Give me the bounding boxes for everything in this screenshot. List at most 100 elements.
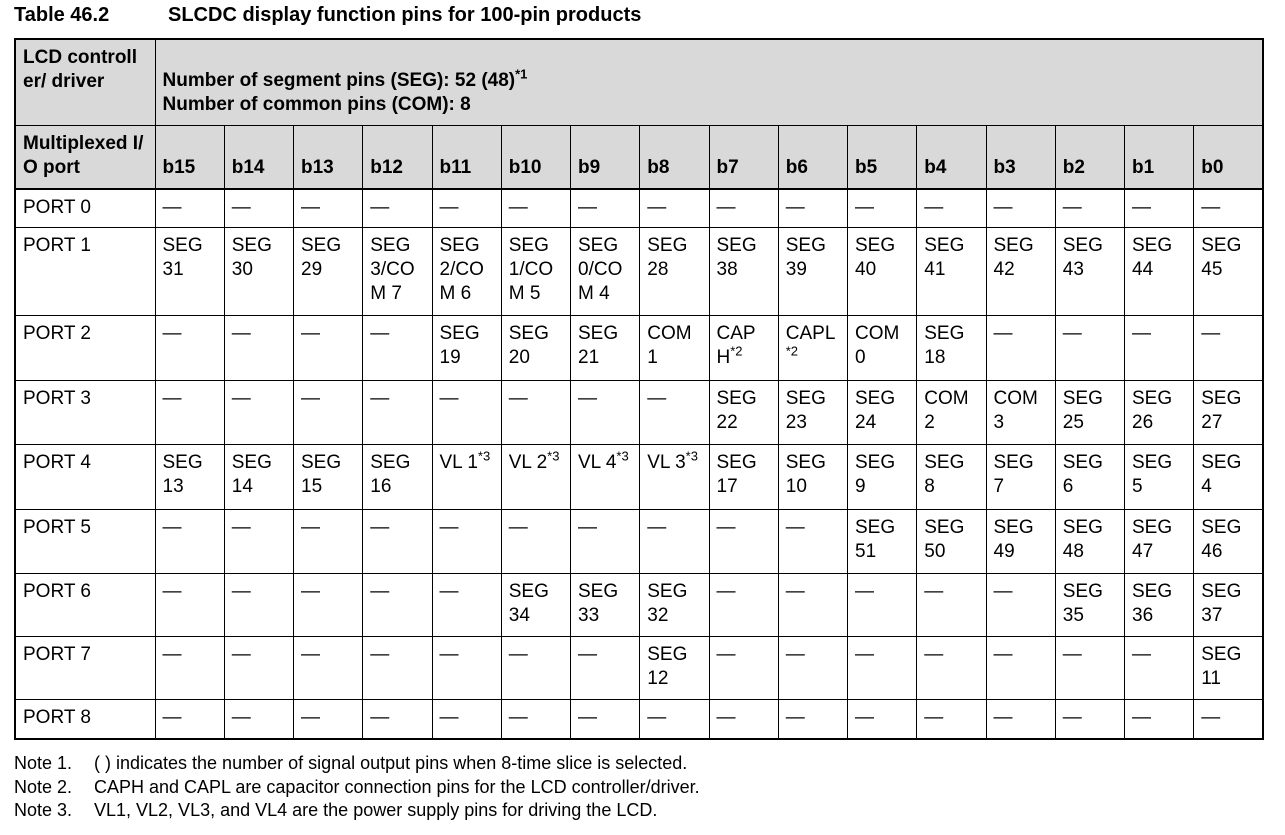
port-label: PORT 7 — [14, 635, 156, 700]
pin-cell: SEG 47 — [1123, 508, 1195, 574]
port-label: PORT 4 — [14, 443, 156, 510]
pin-cell: SEG 15 — [292, 443, 364, 510]
pin-cell: — — [985, 635, 1056, 700]
pin-cell: SEG 40 — [846, 226, 918, 316]
port-label: PORT 6 — [14, 572, 156, 637]
pin-cell: — — [1193, 314, 1264, 381]
pin-cell: VL 1*3 — [431, 443, 502, 510]
pin-cell: SEG 33 — [569, 572, 641, 637]
segment-pin-note-ref: *1 — [515, 66, 528, 82]
pin-cell: — — [500, 635, 572, 700]
bit-header-b9: b9 — [569, 124, 641, 190]
segment-pin-count: Number of segment pins (SEG): 52 (48) — [162, 69, 516, 91]
pin-cell: — — [1054, 698, 1126, 740]
pin-cell: — — [708, 572, 779, 637]
pin-cell: SEG 14 — [223, 443, 295, 510]
pin-cell: SEG 28 — [639, 226, 710, 316]
pin-cell: — — [431, 508, 502, 574]
pin-cell: SEG 10 — [777, 443, 849, 510]
bit-header-b15: b15 — [154, 124, 225, 190]
pin-function: VL 2 — [508, 451, 548, 473]
pin-cell: SEG 13 — [154, 443, 225, 510]
pin-count-summary: Number of segment pins (SEG): 52 (48)*1 … — [154, 38, 1264, 126]
pin-cell: SEG 30 — [223, 226, 295, 316]
pin-cell: SEG 17 — [708, 443, 779, 510]
note-ref: *2 — [730, 343, 743, 359]
pin-cell: — — [639, 698, 710, 740]
pin-cell: — — [362, 508, 433, 574]
note-2: Note 2. CAPH and CAPL are capacitor conne… — [14, 776, 700, 800]
pin-cell: — — [1123, 188, 1195, 228]
header-row: LCD controller/ driver Number of segment… — [14, 38, 1264, 126]
bit-header-b11: b11 — [431, 124, 502, 190]
pin-function: CAP H — [716, 322, 756, 368]
pin-cell: SEG 51 — [846, 508, 918, 574]
pin-cell: SEG 45 — [1193, 226, 1264, 316]
pin-cell: SEG 37 — [1193, 572, 1264, 637]
pin-cell: — — [777, 572, 849, 637]
pin-cell: SEG 5 — [1123, 443, 1195, 510]
bit-header-b7: b7 — [708, 124, 779, 190]
bit-header-b13: b13 — [292, 124, 364, 190]
table-title: Table 46.2 SLCDC display function pins fo… — [14, 4, 641, 27]
pin-cell: VL 2*3 — [500, 443, 572, 510]
pin-cell: VL 3*3 — [639, 443, 710, 510]
bit-header-row: Multiplexed I/O port b15 b14 b13 b12 b11 b10 b… — [14, 124, 1264, 190]
bit-header-b3: b3 — [985, 124, 1056, 190]
pin-cell: VL 4*3 — [569, 443, 641, 510]
notes: Note 1. ( ) indicates the number of signa… — [14, 752, 700, 823]
pin-cell: SEG 16 — [362, 443, 433, 510]
pin-cell: — — [154, 314, 225, 381]
pin-cell: — — [154, 188, 225, 228]
pin-cell: — — [1123, 635, 1195, 700]
pin-cell: — — [846, 635, 918, 700]
pin-cell: SEG 11 — [1193, 635, 1264, 700]
pin-function: VL 3 — [647, 451, 686, 473]
table-row: PORT 0— — — — — — — — — — — — — — — — — [14, 188, 1264, 228]
pin-cell: — — [639, 188, 710, 228]
pin-cell: SEG 25 — [1054, 379, 1126, 445]
bit-header-b5: b5 — [846, 124, 918, 190]
pin-cell: SEG 44 — [1123, 226, 1195, 316]
pin-cell: SEG 29 — [292, 226, 364, 316]
pin-cell: — — [708, 635, 779, 700]
pin-cell: — — [916, 572, 987, 637]
pin-cell: COM 3 — [985, 379, 1056, 445]
pin-cell: SEG 42 — [985, 226, 1056, 316]
pin-cell: — — [431, 188, 502, 228]
pin-cell: — — [154, 635, 225, 700]
pin-cell: — — [292, 572, 364, 637]
table-caption: SLCDC display function pins for 100-pin … — [168, 4, 642, 26]
note-ref: *2 — [785, 343, 799, 359]
pin-cell: — — [154, 698, 225, 740]
note-ref: *3 — [616, 448, 629, 464]
pin-cell: SEG 32 — [639, 572, 710, 637]
pin-cell: SEG 22 — [708, 379, 779, 445]
pin-cell: — — [500, 698, 572, 740]
pin-cell: — — [846, 572, 918, 637]
pin-cell: — — [985, 572, 1056, 637]
table-number: Table 46.2 — [14, 4, 110, 26]
pin-cell: — — [292, 635, 364, 700]
note-3: Note 3. VL1, VL2, VL3, and VL4 are the po… — [14, 799, 700, 823]
table-row: PORT 7— — — — — — — SEG 12— — — — — — — SEG 11 — [14, 635, 1264, 700]
pin-cell: — — [569, 379, 641, 445]
note-text: ( ) indicates the number of signal outpu… — [94, 753, 688, 773]
bit-header-b8: b8 — [639, 124, 710, 190]
pin-cell: — — [1193, 188, 1264, 228]
pin-cell: SEG 39 — [777, 226, 849, 316]
note-text: VL1, VL2, VL3, and VL4 are the power sup… — [94, 800, 658, 820]
pin-cell: COM 1 — [639, 314, 710, 381]
pin-cell: SEG 48 — [1054, 508, 1126, 574]
common-pin-count: Number of common pins (COM): 8 — [162, 93, 471, 115]
pin-cell: SEG 24 — [846, 379, 918, 445]
pin-cell: — — [431, 379, 502, 445]
bit-header-b14: b14 — [223, 124, 295, 190]
pin-cell: SEG 0/CO M 4 — [569, 226, 641, 316]
pin-cell: COM 0 — [846, 314, 918, 381]
pin-cell: — — [985, 698, 1056, 740]
pin-cell: — — [154, 508, 225, 574]
pin-cell: — — [846, 188, 918, 228]
note-label: Note 2. — [14, 776, 73, 797]
pin-cell: — — [431, 698, 502, 740]
